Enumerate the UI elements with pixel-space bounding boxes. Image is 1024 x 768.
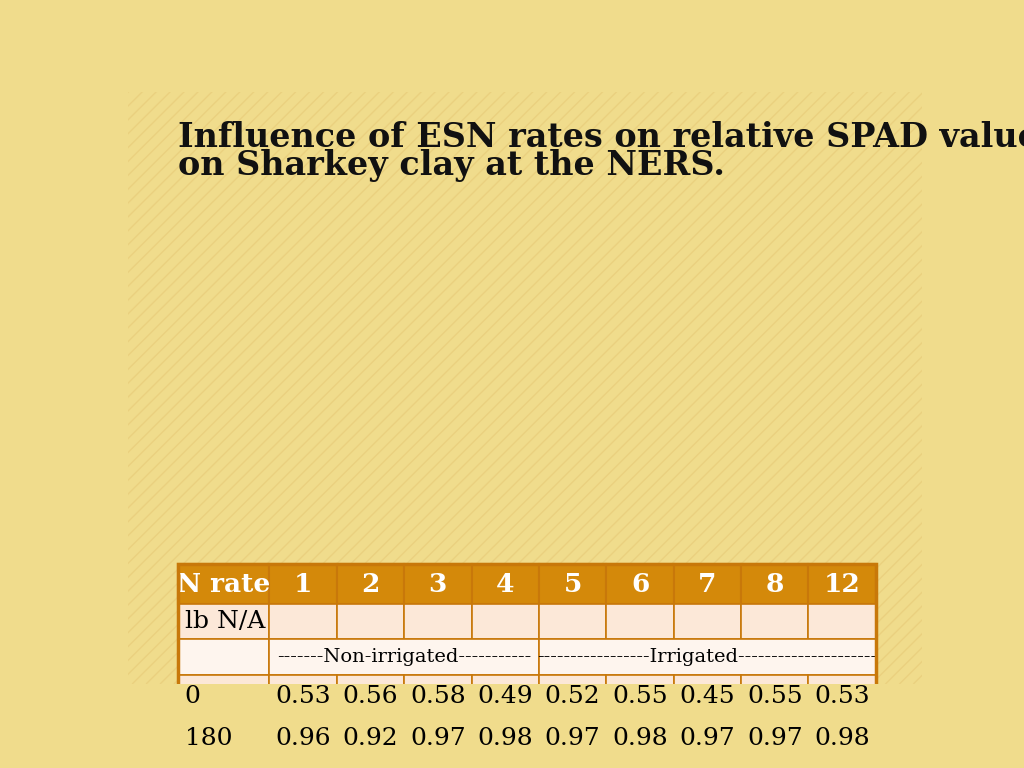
Text: lb N/A: lb N/A bbox=[184, 610, 265, 633]
Bar bbox=[178, 675, 269, 717]
Bar bbox=[337, 564, 404, 604]
Text: 6: 6 bbox=[631, 571, 649, 597]
Bar bbox=[269, 564, 337, 604]
Bar bbox=[471, 760, 539, 768]
Bar bbox=[539, 604, 606, 639]
Bar bbox=[404, 760, 471, 768]
Bar bbox=[404, 564, 471, 604]
Bar bbox=[539, 760, 606, 768]
Text: 0.58: 0.58 bbox=[410, 685, 466, 708]
Bar bbox=[178, 564, 269, 604]
Bar bbox=[809, 604, 876, 639]
Bar bbox=[178, 564, 876, 768]
Bar bbox=[741, 675, 809, 717]
Text: 0.97: 0.97 bbox=[410, 727, 466, 750]
Bar bbox=[539, 675, 606, 717]
Text: on Sharkey clay at the NERS.: on Sharkey clay at the NERS. bbox=[178, 149, 725, 182]
Text: 0.97: 0.97 bbox=[680, 727, 735, 750]
Text: 0.56: 0.56 bbox=[343, 685, 398, 708]
Text: 2: 2 bbox=[361, 571, 380, 597]
Bar bbox=[178, 639, 269, 675]
Bar bbox=[269, 604, 337, 639]
Text: 0: 0 bbox=[184, 685, 201, 708]
Bar bbox=[539, 564, 606, 604]
Bar bbox=[741, 717, 809, 760]
Bar bbox=[471, 717, 539, 760]
Bar bbox=[471, 564, 539, 604]
Bar bbox=[539, 639, 876, 675]
Text: 0.96: 0.96 bbox=[275, 727, 331, 750]
Bar bbox=[404, 604, 471, 639]
Bar bbox=[404, 675, 471, 717]
Bar bbox=[269, 760, 337, 768]
Text: Influence of ESN rates on relative SPAD values at tassel: Influence of ESN rates on relative SPAD … bbox=[178, 121, 1024, 154]
Bar bbox=[471, 675, 539, 717]
Text: 3: 3 bbox=[429, 571, 447, 597]
Text: 0.55: 0.55 bbox=[746, 685, 803, 708]
Bar bbox=[606, 675, 674, 717]
Bar bbox=[741, 760, 809, 768]
Bar bbox=[741, 604, 809, 639]
Bar bbox=[674, 564, 741, 604]
Bar bbox=[809, 717, 876, 760]
Text: 5: 5 bbox=[563, 571, 582, 597]
Text: 8: 8 bbox=[766, 571, 784, 597]
Text: 0.97: 0.97 bbox=[746, 727, 803, 750]
Bar bbox=[606, 604, 674, 639]
Bar bbox=[337, 760, 404, 768]
Bar bbox=[741, 564, 809, 604]
Bar bbox=[269, 639, 539, 675]
Bar bbox=[606, 717, 674, 760]
Bar bbox=[809, 564, 876, 604]
Bar bbox=[539, 717, 606, 760]
Bar bbox=[471, 604, 539, 639]
Bar bbox=[606, 760, 674, 768]
Bar bbox=[674, 604, 741, 639]
Bar bbox=[404, 717, 471, 760]
Text: 12: 12 bbox=[823, 571, 860, 597]
Text: 0.98: 0.98 bbox=[477, 727, 534, 750]
Bar bbox=[178, 604, 269, 639]
Bar bbox=[674, 675, 741, 717]
Text: 0.55: 0.55 bbox=[612, 685, 668, 708]
Text: 7: 7 bbox=[698, 571, 717, 597]
Text: 4: 4 bbox=[496, 571, 514, 597]
Bar bbox=[674, 760, 741, 768]
Bar bbox=[269, 675, 337, 717]
Text: 0.49: 0.49 bbox=[477, 685, 534, 708]
Text: 0.97: 0.97 bbox=[545, 727, 600, 750]
Text: -----------------Irrigated---------------------: -----------------Irrigated--------------… bbox=[538, 648, 878, 666]
Bar bbox=[809, 760, 876, 768]
Bar bbox=[809, 675, 876, 717]
Bar bbox=[337, 717, 404, 760]
Bar bbox=[269, 717, 337, 760]
Text: 0.53: 0.53 bbox=[275, 685, 331, 708]
Text: N rate: N rate bbox=[177, 571, 270, 597]
Text: 0.53: 0.53 bbox=[814, 685, 870, 708]
Text: 0.98: 0.98 bbox=[814, 727, 870, 750]
Text: 0.92: 0.92 bbox=[343, 727, 398, 750]
Bar bbox=[606, 564, 674, 604]
Bar bbox=[178, 760, 269, 768]
Bar bbox=[337, 604, 404, 639]
Text: 0.45: 0.45 bbox=[680, 685, 735, 708]
Text: 0.98: 0.98 bbox=[612, 727, 668, 750]
Text: 1: 1 bbox=[294, 571, 312, 597]
Bar bbox=[337, 675, 404, 717]
Text: -------Non-irrigated-----------: -------Non-irrigated----------- bbox=[278, 648, 531, 666]
Text: 0.52: 0.52 bbox=[545, 685, 600, 708]
Text: 180: 180 bbox=[184, 727, 232, 750]
Bar bbox=[674, 717, 741, 760]
Bar bbox=[178, 717, 269, 760]
